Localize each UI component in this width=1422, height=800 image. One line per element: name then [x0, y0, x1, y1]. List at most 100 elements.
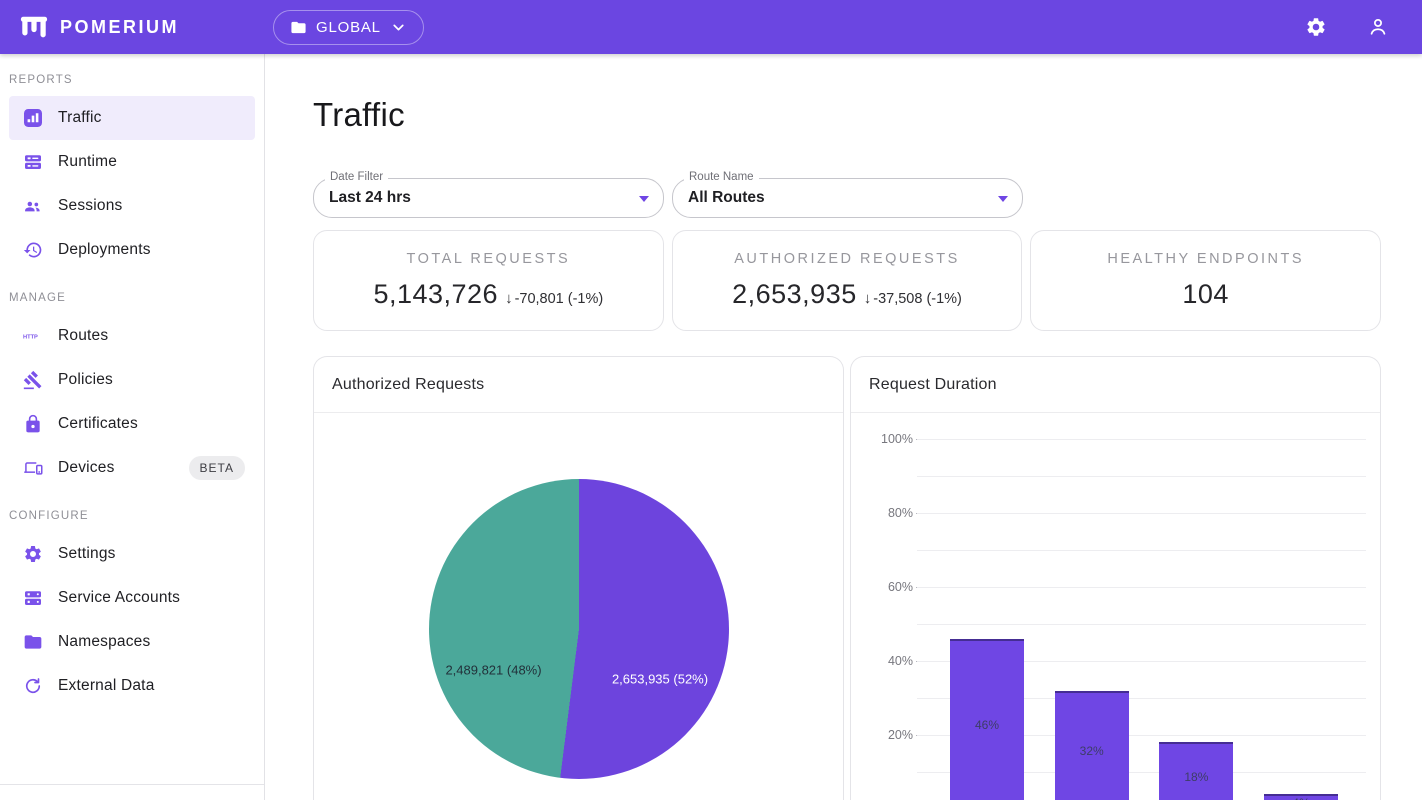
chart-title: Request Duration	[869, 376, 997, 393]
sidebar: REPORTS Traffic Runtime Sessions Deployments…	[0, 54, 265, 800]
pie-chart: 2,653,935 (52%) 2,489,821 (48%)	[314, 413, 843, 800]
page-title: Traffic	[313, 96, 405, 133]
stat-label: HEALTHY ENDPOINTS	[1107, 251, 1305, 267]
y-axis-tick-label: 100%	[881, 432, 913, 446]
chevron-down-icon	[390, 19, 407, 36]
sidebar-item-label: Runtime	[58, 153, 118, 170]
sidebar-section-heading: MANAGE	[9, 292, 67, 304]
traffic-chart-icon	[22, 107, 44, 129]
main-content: Traffic Date Filter Last 24 hrs Route Na…	[265, 54, 1422, 800]
sidebar-section-heading: CONFIGURE	[9, 510, 89, 522]
pomerium-logo[interactable]: POMERIUM	[0, 12, 195, 42]
policies-gavel-icon	[22, 369, 44, 391]
date-filter-select[interactable]: Date Filter Last 24 hrs	[313, 171, 664, 218]
sidebar-item-label: Service Accounts	[58, 589, 181, 606]
pomerium-trident-icon	[18, 12, 50, 42]
sidebar-item-devices[interactable]: Devices BETA	[9, 446, 255, 490]
sidebar-item-service-accounts[interactable]: Service Accounts	[9, 576, 255, 620]
bar-value-label: 4%	[1292, 796, 1309, 800]
brand-name: POMERIUM	[60, 16, 179, 37]
sidebar-footer-divider	[0, 784, 264, 800]
gear-icon	[1305, 16, 1327, 38]
namespace-selector-button[interactable]: GLOBAL	[273, 9, 424, 45]
sidebar-section-heading: REPORTS	[9, 74, 73, 86]
gridline	[917, 735, 1366, 736]
gridline	[917, 587, 1366, 588]
bar-chart: 100%80%60%40%20%0%46%32%18%4%	[851, 413, 1380, 800]
top-app-bar: POMERIUM GLOBAL	[0, 0, 1422, 54]
service-accounts-icon	[22, 587, 44, 609]
namespaces-folder-icon	[22, 631, 44, 653]
stat-label: TOTAL REQUESTS	[406, 251, 571, 267]
external-data-icon	[22, 675, 44, 697]
pie-chart-card: Authorized Requests 2,653,935 (52%) 2,489…	[313, 356, 844, 800]
sidebar-section-configure: CONFIGURE Settings Service Accounts Namespa…	[9, 510, 255, 708]
route-name-value: All Routes	[688, 189, 765, 206]
stat-value: 2,653,935	[732, 279, 857, 309]
sidebar-item-routes[interactable]: HTTP Routes	[9, 314, 255, 358]
chart-title: Authorized Requests	[332, 376, 485, 393]
sidebar-item-traffic[interactable]: Traffic	[9, 96, 255, 140]
beta-badge: BETA	[188, 456, 245, 480]
stat-delta-text: -37,508 (-1%)	[873, 290, 962, 307]
settings-button[interactable]	[1302, 13, 1330, 41]
folder-icon	[290, 19, 307, 36]
sidebar-section-reports: REPORTS Traffic Runtime Sessions Deployments	[9, 74, 255, 272]
filters-row: Date Filter Last 24 hrs Route Name All R…	[313, 171, 1381, 218]
down-arrow-icon: ↓	[863, 290, 872, 307]
bar-chart-card: Request Duration 100%80%60%40%20%0%46%32…	[850, 356, 1381, 800]
sidebar-item-sessions[interactable]: Sessions	[9, 184, 255, 228]
date-filter-label: Date Filter	[325, 171, 389, 183]
bar-bucket-2: 32%	[1054, 690, 1129, 800]
sidebar-item-policies[interactable]: Policies	[9, 358, 255, 402]
route-name-select[interactable]: Route Name All Routes	[672, 171, 1023, 218]
sidebar-item-label: Deployments	[58, 241, 151, 258]
chart-header: Request Duration	[851, 357, 1380, 413]
sidebar-item-label: Namespaces	[58, 633, 151, 650]
sidebar-item-deployments[interactable]: Deployments	[9, 228, 255, 272]
charts-row: Authorized Requests 2,653,935 (52%) 2,489…	[313, 356, 1381, 800]
pie-slice-label-unauthorized: 2,489,821 (48%)	[445, 662, 542, 677]
gridline	[917, 772, 1366, 773]
y-axis-tick-label: 80%	[887, 506, 913, 520]
stat-label: AUTHORIZED REQUESTS	[734, 251, 960, 267]
sidebar-item-namespaces[interactable]: Namespaces	[9, 620, 255, 664]
bar-value-label: 32%	[1079, 743, 1104, 758]
sidebar-item-label: Routes	[58, 327, 109, 344]
sidebar-item-label: External Data	[58, 677, 155, 694]
dropdown-arrow-icon	[998, 196, 1008, 202]
sidebar-item-runtime[interactable]: Runtime	[9, 140, 255, 184]
routes-http-icon: HTTP	[22, 325, 44, 347]
account-button[interactable]	[1364, 13, 1392, 41]
gridline	[917, 661, 1366, 662]
stat-card-authorized-requests: AUTHORIZED REQUESTS 2,653,935 ↓ -37,508 (…	[671, 230, 1023, 331]
stat-delta: ↓ -37,508 (-1%)	[864, 290, 962, 307]
gridline	[917, 439, 1366, 440]
bar-value-label: 18%	[1184, 769, 1209, 784]
route-name-label: Route Name	[684, 171, 759, 183]
stat-card-healthy-endpoints: HEALTHY ENDPOINTS 104	[1030, 230, 1382, 331]
gridline	[917, 476, 1366, 477]
bar-plot-area: 46% 32% 18% 4%	[917, 413, 1366, 800]
stats-row: TOTAL REQUESTS 5,143,726 ↓ -70,801 (-1%) …	[313, 230, 1382, 331]
y-axis-tick-label: 20%	[887, 728, 913, 742]
sidebar-item-external-data[interactable]: External Data	[9, 664, 255, 708]
certificates-lock-icon	[22, 413, 44, 435]
sidebar-item-settings[interactable]: Settings	[9, 532, 255, 576]
date-filter-value: Last 24 hrs	[329, 189, 411, 206]
gridline	[917, 513, 1366, 514]
sidebar-nav: REPORTS Traffic Runtime Sessions Deployments…	[0, 68, 264, 708]
runtime-icon	[22, 151, 44, 173]
pie-slice-label-authorized: 2,653,935 (52%)	[611, 671, 709, 686]
bar-bucket-4: 4%	[1264, 794, 1339, 800]
sidebar-item-label: Sessions	[58, 197, 123, 214]
gridline	[917, 550, 1366, 551]
gridline	[917, 698, 1366, 699]
bar-bucket-3: 18%	[1159, 742, 1234, 800]
dropdown-arrow-icon	[639, 196, 649, 202]
sidebar-item-label: Traffic	[58, 109, 102, 126]
sessions-icon	[22, 195, 44, 217]
sidebar-item-label: Devices	[58, 459, 115, 476]
sidebar-item-certificates[interactable]: Certificates	[9, 402, 255, 446]
chart-header: Authorized Requests	[314, 357, 843, 413]
